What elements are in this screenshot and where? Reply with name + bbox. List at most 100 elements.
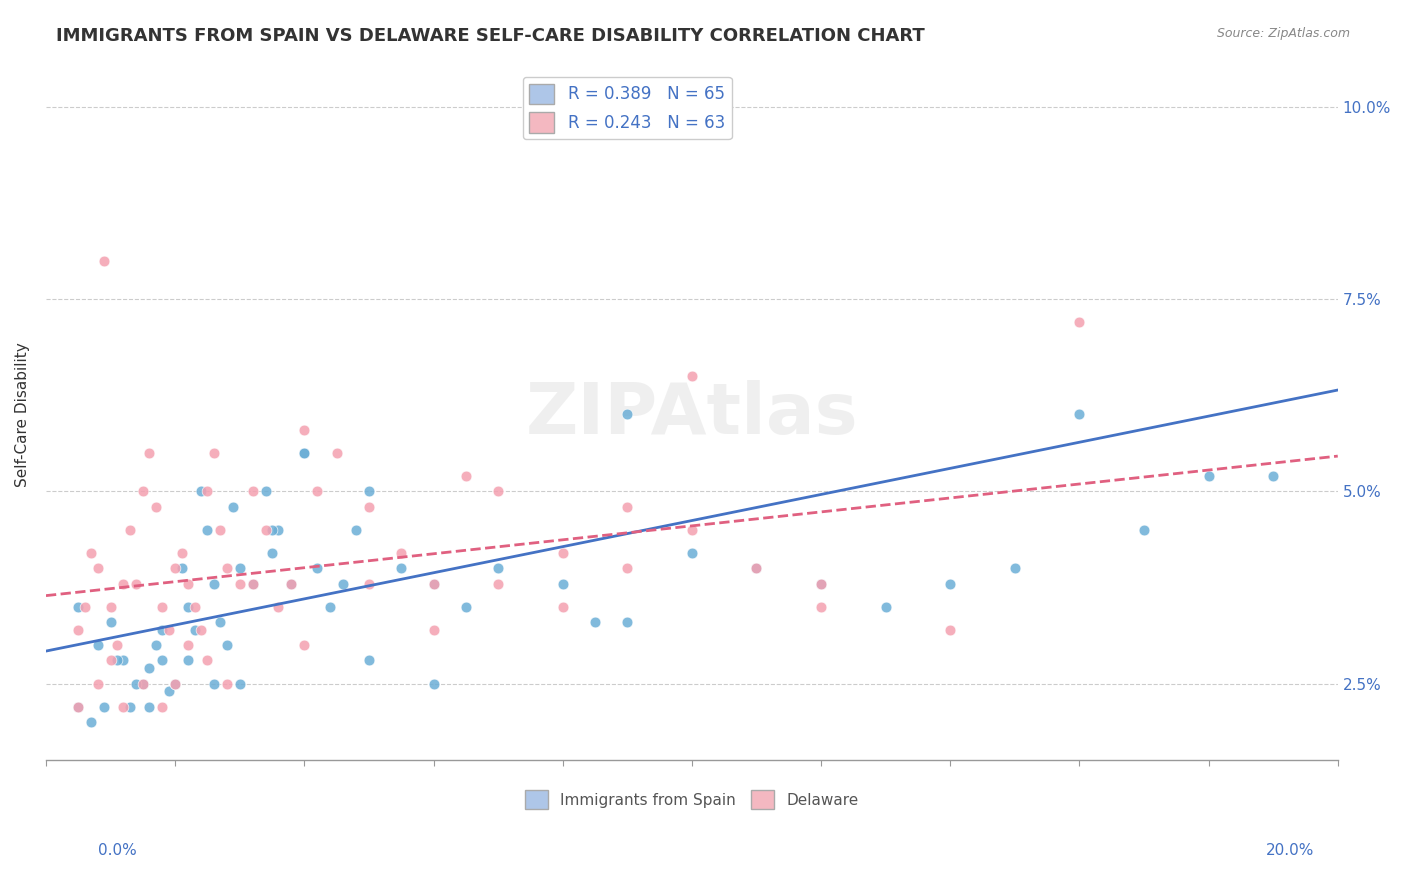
Point	[125, 576, 148, 591]
Point	[389, 561, 412, 575]
Point	[332, 576, 354, 591]
Point	[616, 615, 638, 629]
Point	[254, 484, 277, 499]
Point	[454, 599, 477, 614]
Point	[157, 623, 180, 637]
Point	[810, 576, 832, 591]
Point	[100, 599, 122, 614]
Point	[280, 576, 302, 591]
Point	[150, 653, 173, 667]
Point	[170, 561, 193, 575]
Point	[80, 714, 103, 729]
Point	[292, 638, 315, 652]
Point	[616, 500, 638, 514]
Point	[260, 523, 283, 537]
Point	[112, 653, 135, 667]
Point	[486, 561, 509, 575]
Point	[132, 676, 155, 690]
Point	[138, 699, 160, 714]
Point	[319, 599, 342, 614]
Point	[145, 638, 167, 652]
Point	[254, 523, 277, 537]
Point	[183, 623, 205, 637]
Point	[100, 615, 122, 629]
Point	[260, 546, 283, 560]
Point	[422, 576, 444, 591]
Point	[229, 561, 252, 575]
Point	[307, 484, 329, 499]
Point	[357, 484, 380, 499]
Point	[190, 484, 212, 499]
Text: ZIPAtlas: ZIPAtlas	[526, 380, 858, 449]
Point	[86, 676, 108, 690]
Point	[202, 446, 225, 460]
Point	[112, 699, 135, 714]
Point	[745, 561, 768, 575]
Point	[183, 599, 205, 614]
Point	[177, 638, 200, 652]
Point	[292, 446, 315, 460]
Point	[745, 561, 768, 575]
Point	[100, 653, 122, 667]
Point	[177, 653, 200, 667]
Point	[67, 623, 90, 637]
Point	[86, 638, 108, 652]
Legend: Immigrants from Spain, Delaware: Immigrants from Spain, Delaware	[519, 784, 865, 815]
Point	[681, 546, 703, 560]
Point	[454, 469, 477, 483]
Point	[551, 576, 574, 591]
Point	[681, 523, 703, 537]
Point	[222, 500, 245, 514]
Point	[202, 576, 225, 591]
Point	[681, 369, 703, 384]
Point	[67, 599, 90, 614]
Point	[1198, 469, 1220, 483]
Point	[229, 676, 252, 690]
Point	[389, 546, 412, 560]
Text: 0.0%: 0.0%	[98, 843, 138, 858]
Point	[73, 599, 96, 614]
Text: 20.0%: 20.0%	[1267, 843, 1315, 858]
Y-axis label: Self-Care Disability: Self-Care Disability	[15, 342, 30, 487]
Point	[215, 561, 238, 575]
Point	[197, 484, 219, 499]
Point	[67, 699, 90, 714]
Point	[875, 599, 897, 614]
Point	[177, 599, 200, 614]
Point	[165, 676, 187, 690]
Point	[105, 638, 128, 652]
Point	[1069, 408, 1091, 422]
Point	[422, 676, 444, 690]
Point	[145, 500, 167, 514]
Point	[118, 699, 141, 714]
Point	[150, 623, 173, 637]
Point	[138, 446, 160, 460]
Point	[197, 653, 219, 667]
Point	[209, 615, 232, 629]
Point	[150, 699, 173, 714]
Point	[165, 561, 187, 575]
Text: IMMIGRANTS FROM SPAIN VS DELAWARE SELF-CARE DISABILITY CORRELATION CHART: IMMIGRANTS FROM SPAIN VS DELAWARE SELF-C…	[56, 27, 925, 45]
Point	[242, 576, 264, 591]
Point	[165, 676, 187, 690]
Point	[132, 484, 155, 499]
Point	[80, 546, 103, 560]
Point	[280, 576, 302, 591]
Point	[125, 676, 148, 690]
Point	[105, 653, 128, 667]
Point	[267, 523, 290, 537]
Point	[209, 523, 232, 537]
Point	[112, 576, 135, 591]
Point	[1069, 315, 1091, 329]
Point	[138, 661, 160, 675]
Point	[357, 500, 380, 514]
Point	[202, 676, 225, 690]
Point	[170, 546, 193, 560]
Point	[422, 576, 444, 591]
Point	[357, 653, 380, 667]
Point	[551, 546, 574, 560]
Point	[267, 599, 290, 614]
Point	[357, 576, 380, 591]
Point	[215, 676, 238, 690]
Point	[551, 599, 574, 614]
